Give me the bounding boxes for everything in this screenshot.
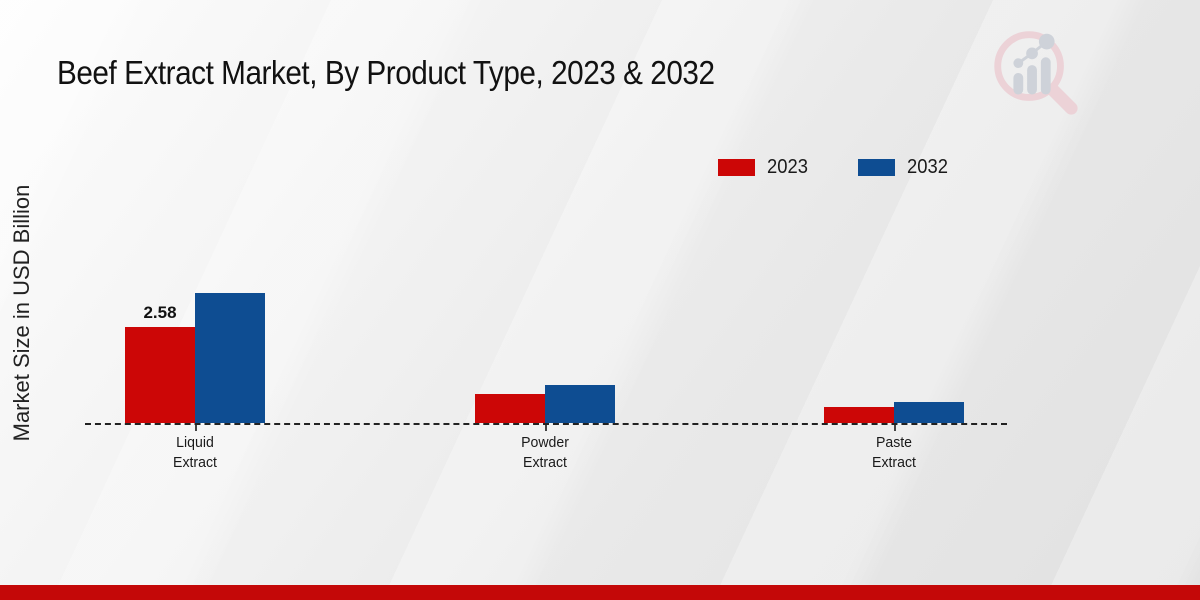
legend: 2023 2032 [718,156,951,179]
bar-2023-powder-extract [475,394,545,423]
plot-area: 2.58 [85,270,1007,425]
bar-value-label: 2.58 [143,303,177,322]
legend-label-2032: 2032 [906,156,948,178]
x-axis-tick [545,425,547,431]
legend-label-2023: 2023 [767,156,808,178]
chart-title: Beef Extract Market, By Product Type, 20… [57,54,715,92]
x-category-label-powder-extract: Powder Extract [521,434,569,471]
x-axis-tick [195,425,197,431]
x-category-label-paste-extract: Paste Extract [872,434,916,471]
x-axis-tick [894,425,896,431]
magnifier-bar-chart-logo-icon [994,31,1078,115]
y-axis-label: Market Size in USD Billion [9,184,34,442]
legend-swatch-2023 [718,159,755,176]
bar-2023-liquid-extract [125,327,195,423]
bar-2032-powder-extract [545,385,615,423]
bar-2032-liquid-extract [195,293,265,423]
bar-2032-paste-extract [894,402,964,423]
bar-2023-paste-extract [824,407,894,423]
footer-accent-bar [0,585,1200,600]
legend-item-2023: 2023 [718,156,812,179]
x-category-label-liquid-extract: Liquid Extract [173,434,217,471]
legend-item-2032: 2032 [857,156,952,179]
legend-swatch-2032 [857,159,895,176]
